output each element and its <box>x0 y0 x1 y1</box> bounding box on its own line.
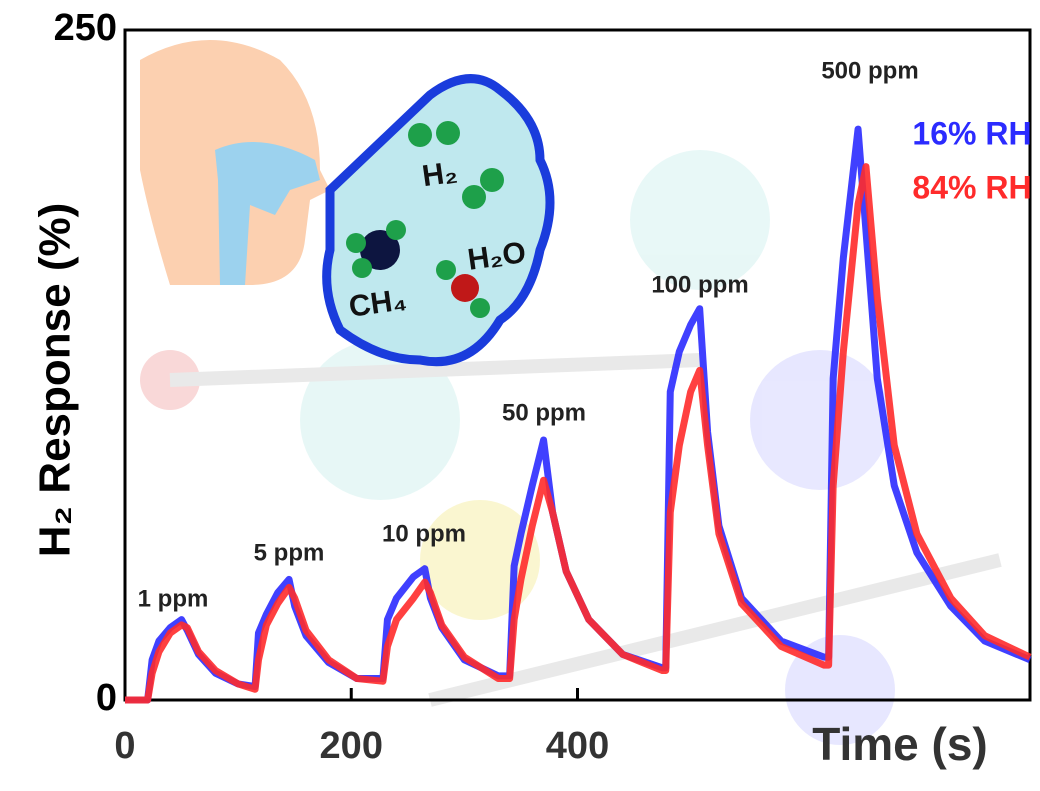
inset-illustration <box>140 40 555 367</box>
legend-entry: 84% RH <box>912 169 1031 205</box>
background-molecule <box>140 150 1002 745</box>
inset-label: H₂O <box>466 236 528 277</box>
concentration-label: 100 ppm <box>651 271 748 298</box>
x-tick-label: 0 <box>114 725 135 767</box>
legend-entry: 16% RH <box>912 115 1031 151</box>
x-axis-label: Time (s) <box>812 718 988 770</box>
concentration-label: 1 ppm <box>138 585 209 612</box>
inset-label: CH₄ <box>347 283 409 324</box>
y-axis-label: H₂ Response (%) <box>31 203 80 558</box>
concentration-label: 10 ppm <box>382 520 466 547</box>
y-tick-label: 250 <box>54 7 117 49</box>
concentration-label: 500 ppm <box>821 57 918 84</box>
series-line <box>125 163 1032 704</box>
x-tick-label: 200 <box>320 725 383 767</box>
concentration-label: 5 ppm <box>254 539 325 566</box>
inset-label: H₂ <box>420 156 459 194</box>
y-tick-label: 0 <box>96 677 117 719</box>
concentration-label: 50 ppm <box>502 399 586 426</box>
x-tick-label: 400 <box>546 725 609 767</box>
